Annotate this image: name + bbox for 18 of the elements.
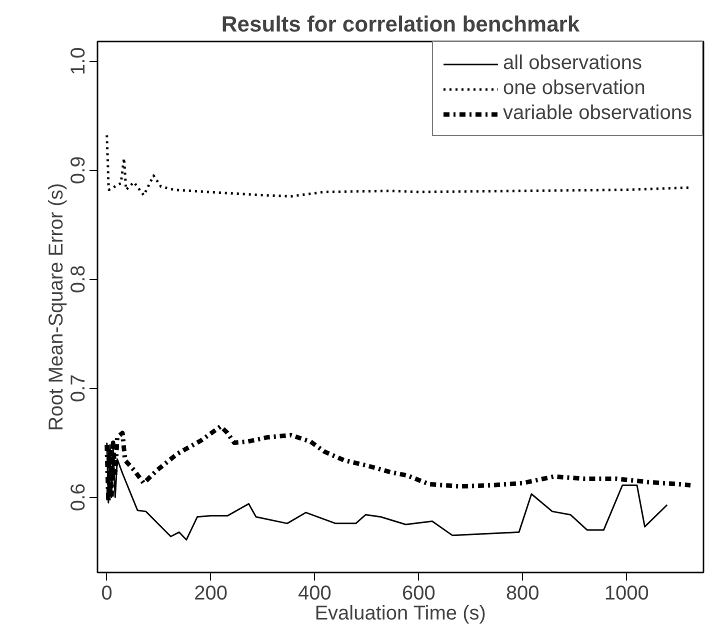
y-tick-label: 1.0 — [68, 47, 90, 76]
x-axis-title: Evaluation Time (s) — [314, 602, 486, 624]
x-tick-label: 400 — [298, 582, 332, 604]
line-series — [106, 134, 691, 198]
x-tick-label: 600 — [402, 582, 436, 604]
x-tick-label: 200 — [194, 582, 228, 604]
x-tick-label: 1000 — [604, 582, 649, 604]
x-tick-label: 0 — [101, 582, 112, 604]
y-tick-label: 0.8 — [68, 265, 90, 294]
y-axis-title: Root Mean-Square Error (s) — [46, 183, 68, 431]
y-tick-label: 0.9 — [68, 156, 90, 184]
y-tick-label: 0.6 — [68, 483, 90, 512]
x-tick-label: 800 — [506, 582, 540, 604]
legend-label: all observations — [503, 52, 642, 75]
legend-label: variable observations — [503, 102, 692, 125]
legend-label: one observation — [503, 77, 646, 100]
y-tick-label: 0.7 — [68, 374, 90, 402]
chart-title: Results for correlation benchmark — [221, 12, 580, 36]
